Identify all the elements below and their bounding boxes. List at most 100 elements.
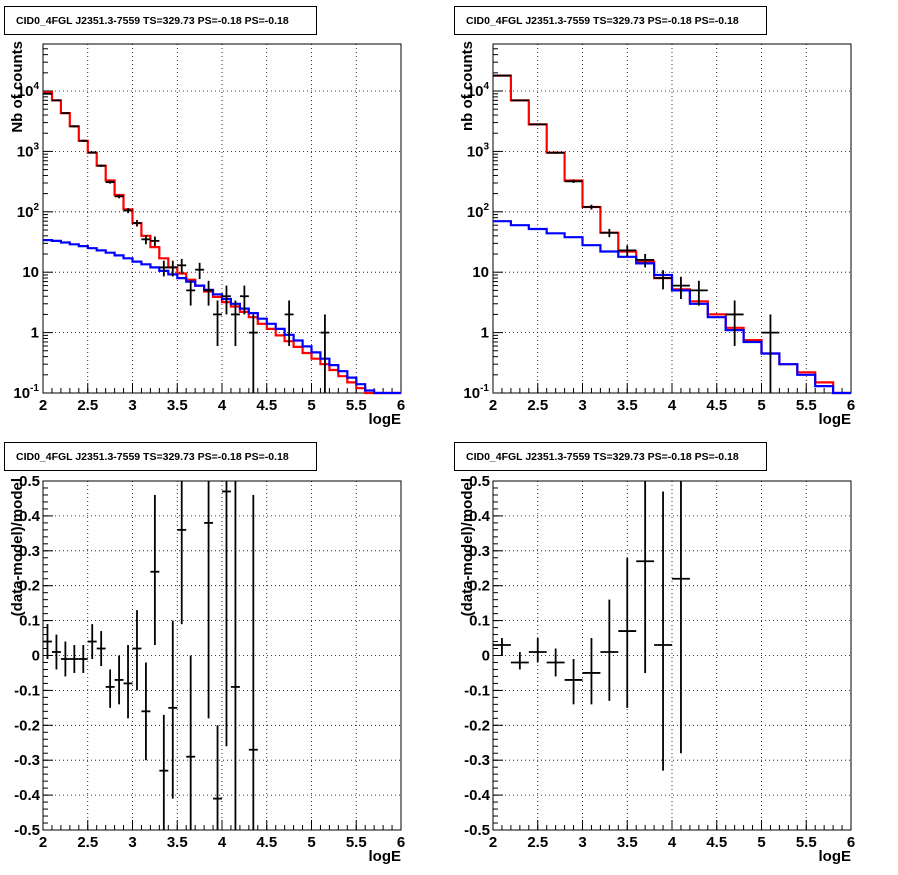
data-point <box>141 662 151 761</box>
data-point <box>78 645 88 673</box>
data-point <box>493 638 511 656</box>
data-point <box>564 179 583 183</box>
data-point <box>69 125 79 128</box>
data-point <box>510 652 529 670</box>
title-box <box>454 6 767 35</box>
x-tick-label: 4.5 <box>256 834 277 851</box>
data-point <box>546 648 565 677</box>
data-point <box>600 599 619 701</box>
data-point <box>51 99 61 102</box>
plot-frame <box>492 480 852 831</box>
y-tick-label: -0.4 <box>464 787 491 804</box>
x-tick-label: 3 <box>578 397 586 414</box>
model-series-background <box>43 239 401 395</box>
x-axis-label: logE <box>369 848 402 865</box>
data-point <box>195 262 205 280</box>
data-point <box>528 123 547 126</box>
x-axis-label: logE <box>369 411 402 428</box>
title-box <box>454 442 767 471</box>
y-tick-label: -0.2 <box>14 717 40 734</box>
x-tick-label: 5.5 <box>346 397 367 414</box>
data-point <box>672 276 690 299</box>
y-tick-label: 104 <box>17 81 40 100</box>
y-tick-label: 103 <box>467 141 490 160</box>
data-point <box>69 645 79 673</box>
y-tick-label: -0.3 <box>464 752 490 769</box>
x-axis-label: logE <box>819 848 852 865</box>
data-point <box>222 481 231 747</box>
data-point <box>150 494 160 646</box>
chart-title: CID0_4FGL J2351.3-7559 TS=329.73 PS=-0.1… <box>16 451 289 463</box>
x-tick-label: 3 <box>128 397 136 414</box>
x-tick-label: 6 <box>397 397 405 414</box>
data-points <box>493 74 780 393</box>
data-point <box>239 285 249 315</box>
x-tick-label: 2 <box>489 834 497 851</box>
data-point <box>320 314 330 393</box>
data-point <box>132 220 142 227</box>
data-point <box>150 236 160 247</box>
title-box <box>4 6 317 35</box>
y-axis-label: (data-model)/model <box>9 478 26 616</box>
data-point <box>60 641 70 677</box>
x-tick-label: 2 <box>39 834 47 851</box>
chart-panel-4: CID0_4FGL J2351.3-7559 TS=329.73 PS=-0.1… <box>454 442 855 865</box>
x-tick-label: 2.5 <box>77 397 98 414</box>
data-point <box>114 655 124 705</box>
y-tick-label: 1 <box>481 325 489 342</box>
data-point <box>528 638 547 663</box>
x-axis-label: logE <box>819 411 852 428</box>
x-tick-label: 6 <box>397 834 405 851</box>
x-tick-label: 5.5 <box>796 834 817 851</box>
data-point <box>600 228 619 238</box>
plot-frame <box>42 43 402 394</box>
data-point <box>564 658 583 705</box>
x-tick-label: 2.5 <box>527 834 548 851</box>
data-point <box>618 245 637 257</box>
data-point <box>725 300 744 346</box>
x-tick-label: 4.5 <box>706 397 727 414</box>
y-tick-label: 0.5 <box>469 473 490 490</box>
x-tick-label: 3 <box>128 834 136 851</box>
data-point <box>60 112 70 115</box>
data-point <box>284 300 294 346</box>
plot-frame <box>42 480 402 831</box>
y-tick-label: 10 <box>472 264 489 281</box>
data-point <box>105 180 115 184</box>
data-point <box>213 300 222 346</box>
x-tick-label: 5.5 <box>796 397 817 414</box>
data-point <box>230 481 240 830</box>
data-point <box>654 270 672 290</box>
y-tick-label: 0.1 <box>19 613 40 630</box>
data-point <box>204 481 214 719</box>
data-point <box>141 235 151 245</box>
data-point <box>87 624 97 659</box>
y-tick-label: 0.3 <box>469 543 490 560</box>
data-point <box>43 92 52 95</box>
y-tick-label: 0.5 <box>19 473 40 490</box>
x-tick-label: 4.5 <box>256 397 277 414</box>
data-points <box>43 92 330 393</box>
y-tick-label: 10-1 <box>463 383 489 402</box>
y-tick-label: -0.4 <box>14 787 41 804</box>
data-point <box>248 494 258 830</box>
y-tick-label: 0.4 <box>19 508 41 525</box>
y-tick-label: 10 <box>22 264 39 281</box>
y-tick-label: 104 <box>467 81 490 100</box>
x-tick-label: 3.5 <box>167 397 188 414</box>
y-tick-label: 0.2 <box>469 578 490 595</box>
model-series-background <box>493 220 851 395</box>
y-tick-label: -0.3 <box>14 752 40 769</box>
data-point <box>123 208 133 214</box>
y-axis-label: Nb of counts <box>9 41 26 133</box>
x-tick-label: 2.5 <box>527 397 548 414</box>
chart-title: CID0_4FGL J2351.3-7559 TS=329.73 PS=-0.1… <box>466 451 739 463</box>
data-point <box>222 285 231 315</box>
data-point <box>672 481 690 754</box>
y-tick-label: -0.1 <box>14 682 40 699</box>
x-tick-label: 4 <box>668 834 677 851</box>
x-tick-label: 5 <box>307 834 315 851</box>
y-tick-label: 102 <box>17 202 40 221</box>
x-tick-label: 3.5 <box>167 834 188 851</box>
